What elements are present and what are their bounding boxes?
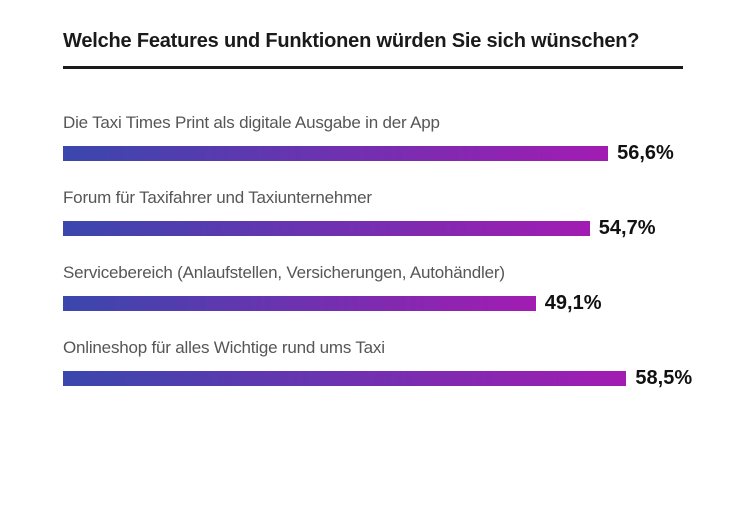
bar-rows: Die Taxi Times Print als digitale Ausgab… [63,112,743,412]
bar-row: Onlineshop für alles Wichtige rund ums T… [63,337,743,390]
bar [63,371,627,386]
bar [63,146,609,161]
bar-label: Die Taxi Times Print als digitale Ausgab… [63,113,440,132]
bar-line: 54,7% [63,217,743,240]
bar-value: 56,6% [617,142,674,164]
bar-row: Die Taxi Times Print als digitale Ausgab… [63,112,743,165]
bar [63,221,590,236]
bar-label: Onlineshop für alles Wichtige rund ums T… [63,338,385,357]
bar [63,296,536,311]
bar-value: 58,5% [635,367,693,389]
bar-label: Servicebereich (Anlaufstellen, Versicher… [63,263,505,282]
bar-line: 56,6% [63,142,743,165]
bar-value: 49,1% [544,292,602,314]
bar-row: Forum für Taxifahrer und Taxiunternehmer… [63,187,743,240]
chart-title: Welche Features und Funktionen würden Si… [63,30,640,52]
bar-line: 58,5% [63,367,743,390]
title-underline [63,66,683,69]
bar-row: Servicebereich (Anlaufstellen, Versicher… [63,262,743,315]
bar-value: 54,7% [598,217,656,239]
bar-label: Forum für Taxifahrer und Taxiunternehmer [63,188,372,207]
bar-line: 49,1% [63,292,743,315]
